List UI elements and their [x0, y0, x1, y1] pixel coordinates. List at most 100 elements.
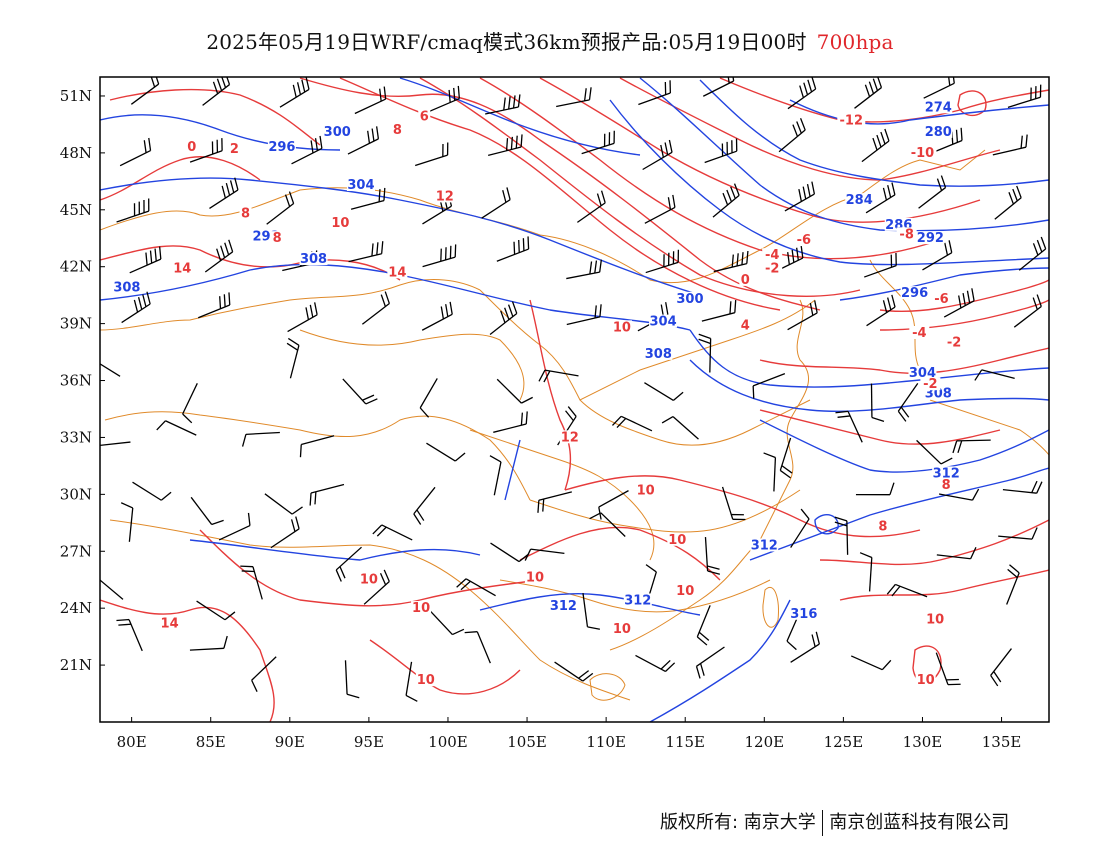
wind-barb-feather — [731, 254, 734, 268]
temperature-contour-label: 10 — [417, 673, 435, 688]
wind-barb-feather — [228, 239, 234, 253]
wind-barb-shaft — [779, 437, 792, 471]
wind-barb-shaft — [854, 87, 882, 109]
wind-barb-feather — [741, 252, 744, 265]
wind-barb-feather — [448, 89, 451, 103]
wind-barb — [363, 569, 390, 605]
temperature-contour-label: 14 — [173, 262, 191, 277]
temperature-contour-label-background — [415, 673, 436, 687]
wind-barb — [779, 437, 793, 479]
wind-barb — [865, 182, 896, 214]
wind-barb-feather — [890, 254, 893, 268]
wind-barb-feather — [792, 124, 799, 137]
wind-barb-feather — [449, 301, 453, 315]
wind-barb-shaft — [209, 189, 239, 210]
wind-barb-shaft — [251, 656, 277, 681]
wind-barb-feather — [416, 509, 425, 521]
temperature-contour-label-background — [411, 601, 432, 615]
wind-barb-shaft — [301, 435, 335, 446]
wind-barb-shaft — [935, 652, 949, 685]
coastline-east — [609, 299, 810, 651]
wind-barb — [496, 378, 533, 404]
temp-contour — [839, 569, 1049, 601]
wind-barb — [182, 383, 198, 424]
wind-barb-feather — [746, 250, 749, 264]
wind-barb — [361, 291, 390, 325]
wind-barb-shaft — [100, 577, 124, 600]
wind-barb-shaft — [132, 481, 162, 501]
wind-barb — [347, 126, 380, 155]
wind-barb-feather — [454, 244, 457, 258]
wind-barb-feather — [696, 636, 708, 646]
temp-contour — [879, 279, 1049, 313]
temp-contour — [100, 156, 261, 201]
wind-barb-shaft — [197, 304, 230, 319]
wind-barb-feather — [707, 565, 720, 570]
wind-barb — [426, 442, 466, 462]
wind-barb-shaft — [218, 524, 251, 541]
wind-barb-feather — [220, 245, 226, 258]
wind-barb-feather — [946, 678, 959, 681]
wind-barb-feather — [1009, 564, 1020, 574]
wind-barb-feather — [518, 553, 530, 563]
wind-barb — [644, 382, 684, 401]
wind-barb-shaft — [581, 142, 615, 155]
wind-barb-feather — [518, 239, 520, 253]
temperature-contour-label-background — [185, 140, 198, 154]
wind-barb — [1002, 480, 1043, 494]
height-contour-label-background — [644, 346, 673, 360]
wind-barb-feather — [660, 144, 665, 158]
wind-barb — [485, 94, 521, 115]
wind-barb — [998, 527, 1038, 540]
china-outer-boundary-north — [100, 149, 986, 284]
wind-barb — [537, 491, 572, 513]
wind-barb-feather — [284, 194, 291, 207]
wind-barb-feather — [699, 663, 705, 676]
temperature-contour-label: -6 — [934, 292, 948, 307]
temp-contour — [100, 599, 275, 722]
wind-barb-shaft — [600, 512, 626, 537]
wind-barb-feather — [224, 611, 236, 621]
wind-barb-feather — [936, 178, 943, 191]
wind-barb-feather — [160, 491, 172, 501]
temperature-contour-label-background — [172, 261, 193, 275]
wind-barb-feather — [133, 203, 136, 216]
wind-barb-shaft — [489, 312, 518, 335]
wind-barb-shaft — [994, 197, 1022, 220]
wind-barb-feather — [730, 186, 736, 199]
taiwan-island — [762, 587, 779, 628]
wind-barb-feather — [149, 250, 153, 264]
wind-barb — [866, 294, 896, 327]
wind-barb-feather — [834, 521, 848, 527]
lat-tick-label: 24N — [60, 599, 92, 617]
wind-barb-shaft — [476, 631, 491, 664]
wind-barb — [611, 415, 653, 432]
coastline-korea — [869, 259, 921, 371]
copyright-right: 南京创蓝科技有限公司 — [829, 812, 1010, 833]
wind-barb-shaft — [712, 194, 740, 218]
wind-barb-feather — [582, 672, 594, 682]
wind-barb-feather — [1035, 86, 1037, 99]
wind-barb-shaft — [245, 431, 280, 435]
wind-barb-shaft — [413, 486, 436, 515]
wind-barb-feather — [834, 516, 848, 522]
wind-barb-feather — [216, 78, 223, 91]
wind-barb-feather — [376, 242, 379, 255]
lon-tick-label: 90E — [275, 733, 305, 751]
height-contour-label: 308 — [925, 387, 952, 402]
wind-barb-shaft — [252, 566, 263, 600]
wind-barb — [864, 252, 897, 278]
wind-barb-shaft — [702, 80, 734, 97]
wind-barb-shaft — [264, 493, 293, 515]
temperature-contour-label: 10 — [917, 673, 935, 688]
wind-barb — [121, 291, 151, 324]
temperature-contour-label: 0 — [741, 273, 750, 288]
wind-barb-feather — [1020, 135, 1023, 149]
wind-barb-feather — [589, 261, 593, 275]
height-contour-label-background — [924, 100, 953, 114]
wind-barb-shaft — [487, 146, 522, 157]
wind-barb-shaft — [1006, 572, 1020, 605]
height-contour — [699, 79, 1049, 187]
wind-barb — [344, 660, 360, 699]
wind-barb-feather — [900, 406, 910, 418]
